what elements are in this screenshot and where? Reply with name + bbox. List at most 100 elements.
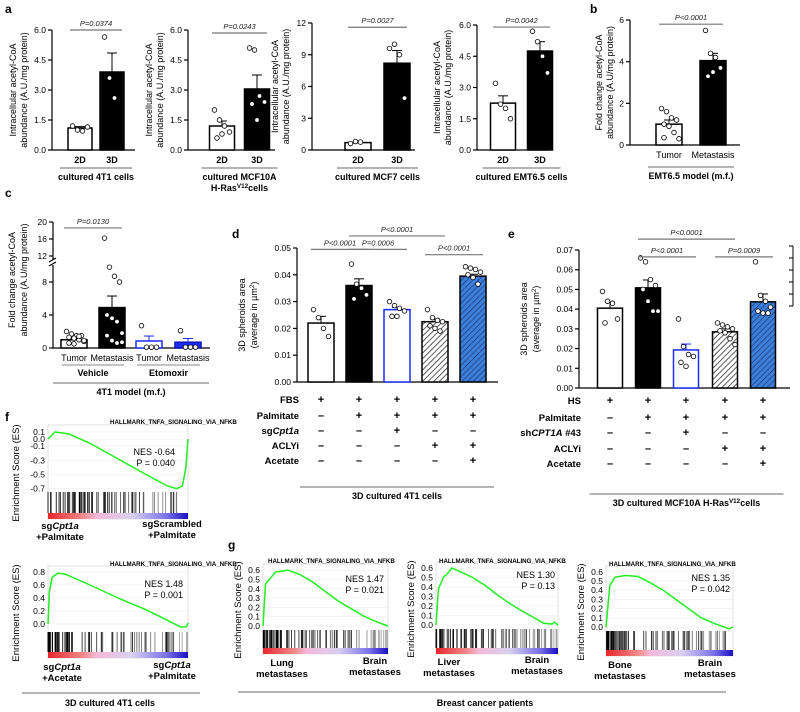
data-point (106, 75, 113, 81)
plot-frame (47, 424, 189, 520)
nes-value: NES 1.35 (691, 573, 730, 583)
data-point (702, 27, 709, 34)
data-point (424, 306, 431, 313)
factor-value: + (394, 425, 400, 437)
data-point (429, 314, 436, 321)
y-tick-label: -0.3 (30, 455, 45, 465)
data-point (396, 52, 403, 58)
data-point (74, 127, 81, 133)
factor-value: + (356, 394, 362, 406)
y-axis-label: abundance (A.U./mg protein) (155, 32, 165, 148)
nes-value: NES -0.64 (133, 447, 175, 457)
left-phenotype-label-part: sg (41, 521, 52, 532)
p-value-label: P=0.0130 (77, 217, 110, 226)
rank-gradient (263, 648, 388, 654)
right-phenotype-label: sgScrambled (142, 519, 202, 530)
data-point (673, 117, 680, 123)
factor-label-part: Cpt1a (273, 426, 299, 437)
data-point (727, 336, 733, 342)
nes-value: NES 1.47 (345, 574, 384, 584)
left-phenotype-label: +Acetate (42, 673, 82, 684)
factor-label: HS (568, 396, 581, 407)
y-tick-label: 0.4 (248, 584, 260, 594)
bar (489, 102, 517, 151)
data-point (732, 341, 738, 348)
factor-value: + (683, 395, 689, 407)
factor-value: – (607, 412, 613, 424)
panel-letter: f (5, 410, 10, 424)
data-point (599, 288, 606, 295)
left-phenotype-label-part: metastases (256, 669, 308, 680)
right-phenotype-label: Brain (525, 655, 549, 666)
y-tick-label: 0.02 (556, 344, 573, 354)
y-tick-label: 0.0 (33, 619, 45, 629)
data-point (642, 259, 649, 265)
bar (383, 62, 411, 151)
y-tick-label: 4 (619, 57, 624, 67)
group-label-part: 4T1 model (m.f.) (96, 387, 165, 397)
left-phenotype-label: +Palmitate (36, 532, 84, 543)
data-point (219, 131, 225, 137)
data-point (729, 326, 736, 332)
group-label: 3D cultured MCF10A H-RasV12cells (613, 498, 760, 509)
data-point (492, 80, 499, 87)
data-point (348, 261, 355, 267)
enrichment-curve (605, 574, 734, 630)
data-point (765, 310, 771, 316)
data-point (104, 312, 110, 318)
data-point (767, 304, 774, 310)
enrichment-curve (47, 572, 189, 629)
factor-label: Palmitate (539, 413, 581, 424)
y-axis-label: abundance (A.U/mg protein) (19, 223, 29, 336)
y-tick-label: 0.4 (591, 585, 603, 595)
axis-break (48, 257, 57, 263)
data-point (310, 306, 317, 313)
data-point (497, 101, 504, 107)
factor-value: – (645, 427, 651, 439)
data-point (101, 235, 108, 241)
bar (99, 71, 125, 151)
data-point (119, 330, 125, 336)
factor-value: – (722, 458, 728, 470)
data-point (529, 28, 536, 34)
factor-value: + (356, 410, 362, 422)
y-tick-label: 8 (42, 277, 47, 287)
y-axis-label: Enrichment Score (ES) (576, 563, 587, 660)
group-label-part: V12 (729, 498, 741, 505)
nes-value: NES 1.48 (144, 579, 183, 589)
factor-label-part: FBS (280, 395, 299, 406)
group-label: EMT6.5 model (m.f.) (648, 171, 733, 181)
factor-value: – (645, 443, 651, 455)
y-tick-label: 0.5 (591, 576, 603, 586)
data-point (351, 296, 357, 302)
factor-label-part: Palmitate (257, 411, 299, 422)
group-label: H-RasV12cells (211, 183, 268, 194)
right-phenotype-label: +Palmitate (148, 530, 196, 541)
y-axis-label: 3D spheroids area (237, 278, 247, 352)
data-point (211, 107, 218, 113)
data-point (472, 266, 479, 273)
factor-label-part: #43 (563, 428, 582, 439)
y-tick-label: -0.5 (30, 470, 45, 480)
factor-value: + (607, 395, 613, 407)
y-tick-label: 4 (42, 310, 47, 320)
group-label: Breast cancer patients (437, 698, 534, 708)
data-point (394, 313, 400, 320)
data-point (401, 95, 408, 101)
group-label: cultured EMT6.5 cells (475, 172, 567, 182)
factor-label-part: CPT1A (531, 428, 562, 439)
factor-value: – (470, 425, 476, 437)
data-point (652, 282, 659, 289)
y-tick-label: 0.6 (248, 565, 260, 575)
data-point (705, 73, 711, 79)
category-label: 3D (391, 155, 403, 165)
data-point (534, 38, 541, 45)
data-point (396, 305, 403, 311)
data-point (762, 298, 769, 304)
data-point (106, 264, 113, 270)
right-phenotype-label: Brain (698, 658, 722, 669)
y-tick-label: 9 (301, 50, 306, 60)
left-phenotype-label: metastases (256, 669, 308, 680)
y-tick-label: 0.03 (274, 297, 291, 307)
group-label-part: EMT6.5 model (m.f.) (648, 171, 733, 181)
